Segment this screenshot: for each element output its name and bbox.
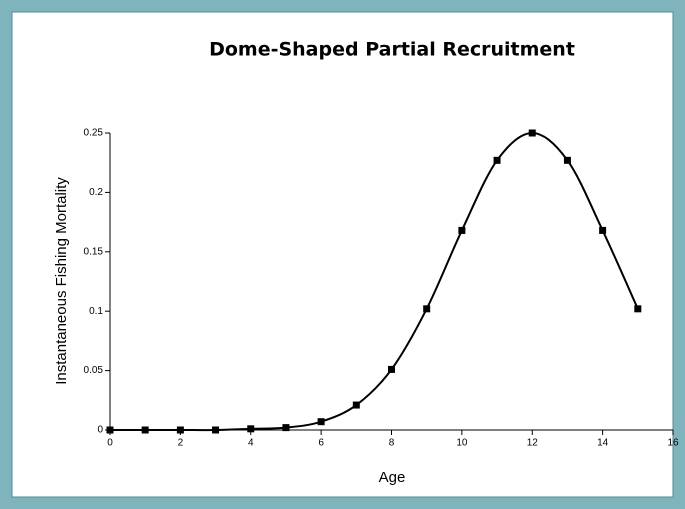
y-tick-label: 0.05 <box>84 365 104 376</box>
marker <box>212 426 220 434</box>
x-tick-label: 0 <box>107 438 113 449</box>
marker <box>599 226 607 234</box>
marker <box>458 226 466 234</box>
x-tick-label: 10 <box>456 438 468 449</box>
x-tick-label: 12 <box>527 438 539 449</box>
marker <box>493 156 501 164</box>
y-tick-label: 0 <box>97 425 103 436</box>
x-tick-label: 8 <box>389 438 395 449</box>
x-tick-label: 2 <box>178 438 184 449</box>
marker <box>388 365 395 373</box>
marker <box>141 426 149 434</box>
marker <box>282 424 290 432</box>
panel <box>11 11 674 498</box>
marker <box>563 156 571 164</box>
marker <box>106 426 114 434</box>
x-tick-label: 14 <box>597 438 609 449</box>
x-tick-label: 16 <box>667 438 679 449</box>
chart-title: Dome-Shaped Partial Recruitment <box>209 39 575 61</box>
marker <box>352 401 360 409</box>
x-tick-label: 6 <box>318 438 324 449</box>
marker <box>634 305 642 313</box>
x-tick-label: 4 <box>248 438 254 449</box>
marker <box>247 425 255 433</box>
y-tick-label: 0.1 <box>89 306 103 317</box>
marker <box>317 418 325 426</box>
marker <box>528 129 536 137</box>
y-tick-label: 0.15 <box>84 246 104 257</box>
y-tick-label: 0.2 <box>89 187 103 198</box>
marker <box>176 426 184 434</box>
y-axis-label: Instantaneous Fishing Mortality <box>53 177 70 385</box>
x-axis-label: Age <box>379 469 406 486</box>
marker <box>423 305 431 313</box>
y-tick-label: 0.25 <box>84 128 104 139</box>
